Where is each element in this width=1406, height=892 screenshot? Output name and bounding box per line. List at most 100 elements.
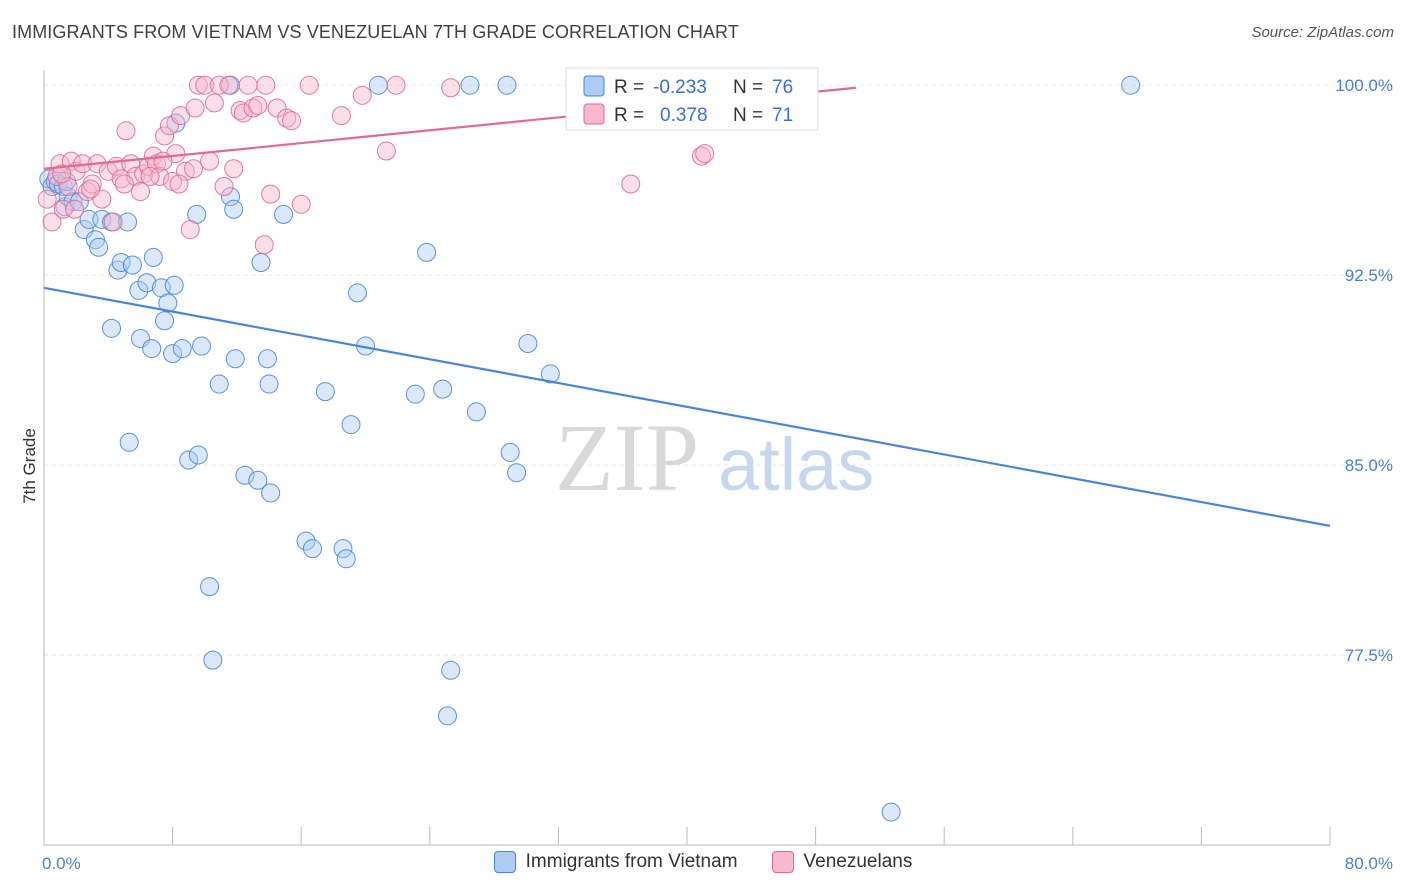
data-point[interactable] — [195, 75, 215, 95]
data-point[interactable] — [497, 75, 517, 95]
data-point[interactable] — [368, 75, 388, 95]
data-point[interactable] — [155, 126, 175, 146]
data-point[interactable] — [347, 283, 367, 303]
data-point[interactable] — [261, 483, 281, 503]
data-point[interactable] — [282, 111, 302, 131]
data-point[interactable] — [220, 187, 240, 207]
data-point[interactable] — [261, 184, 281, 204]
data-point[interactable] — [333, 539, 353, 559]
data-point[interactable] — [192, 336, 212, 356]
data-point[interactable] — [111, 252, 131, 272]
data-point[interactable] — [433, 379, 453, 399]
data-point[interactable] — [1121, 75, 1141, 95]
data-point[interactable] — [204, 93, 224, 113]
data-point[interactable] — [257, 349, 277, 369]
data-point[interactable] — [238, 75, 258, 95]
data-point[interactable] — [386, 75, 406, 95]
data-point[interactable] — [352, 85, 372, 105]
data-point[interactable] — [302, 539, 322, 559]
data-point[interactable] — [235, 465, 255, 485]
data-point[interactable] — [417, 242, 437, 262]
data-point[interactable] — [118, 212, 138, 232]
data-point[interactable] — [441, 78, 461, 98]
data-point[interactable] — [140, 166, 160, 186]
data-point[interactable] — [129, 280, 149, 300]
data-point[interactable] — [119, 432, 139, 452]
data-point[interactable] — [299, 75, 319, 95]
data-point[interactable] — [224, 159, 244, 179]
data-point[interactable] — [881, 802, 901, 822]
data-point[interactable] — [331, 106, 351, 126]
data-point[interactable] — [58, 177, 78, 197]
data-point[interactable] — [691, 146, 711, 166]
data-point[interactable] — [460, 75, 480, 95]
data-point[interactable] — [180, 220, 200, 240]
data-point[interactable] — [518, 334, 538, 354]
data-point[interactable] — [203, 650, 223, 670]
data-point[interactable] — [225, 349, 245, 369]
data-point[interactable] — [37, 189, 57, 209]
data-point[interactable] — [183, 159, 203, 179]
data-point[interactable] — [248, 470, 268, 490]
data-point[interactable] — [114, 174, 134, 194]
data-point[interactable] — [405, 384, 425, 404]
data-point[interactable] — [42, 212, 62, 232]
data-point[interactable] — [540, 364, 560, 384]
data-point[interactable] — [621, 174, 641, 194]
data-point[interactable] — [466, 402, 486, 422]
data-point[interactable] — [103, 212, 123, 232]
data-point[interactable] — [209, 75, 229, 95]
data-point[interactable] — [63, 192, 83, 212]
data-point[interactable] — [254, 235, 274, 255]
data-point[interactable] — [274, 204, 294, 224]
data-point[interactable] — [122, 255, 142, 275]
data-point[interactable] — [248, 95, 268, 115]
data-point[interactable] — [256, 75, 276, 95]
data-point[interactable] — [85, 230, 105, 250]
data-point[interactable] — [52, 164, 72, 184]
data-point[interactable] — [130, 182, 150, 202]
data-point[interactable] — [185, 98, 205, 118]
data-point[interactable] — [200, 151, 220, 171]
data-point[interactable] — [172, 339, 192, 359]
data-point[interactable] — [251, 252, 271, 272]
data-point[interactable] — [81, 179, 101, 199]
legend-item-vietnam[interactable]: Immigrants from Vietnam — [493, 851, 738, 873]
data-point[interactable] — [341, 415, 361, 435]
data-point[interactable] — [259, 374, 279, 394]
data-point[interactable] — [102, 318, 122, 338]
data-point[interactable] — [65, 199, 85, 219]
data-point[interactable] — [277, 108, 297, 128]
legend-item-venezuelans[interactable]: Venezuelans — [771, 851, 912, 873]
data-point[interactable] — [188, 75, 208, 95]
data-point[interactable] — [116, 121, 136, 141]
data-point[interactable] — [175, 161, 195, 181]
data-point[interactable] — [500, 442, 520, 462]
data-point[interactable] — [200, 577, 220, 597]
data-point[interactable] — [695, 144, 715, 164]
data-point[interactable] — [163, 344, 183, 364]
data-point[interactable] — [224, 199, 244, 219]
data-point[interactable] — [150, 166, 170, 186]
data-point[interactable] — [153, 151, 173, 171]
data-point[interactable] — [126, 166, 146, 186]
data-point[interactable] — [315, 382, 335, 402]
data-point[interactable] — [169, 174, 189, 194]
data-point[interactable] — [291, 194, 311, 214]
data-point[interactable] — [155, 311, 175, 331]
data-point[interactable] — [179, 450, 199, 470]
data-point[interactable] — [143, 247, 163, 267]
data-point[interactable] — [137, 273, 157, 293]
data-point[interactable] — [507, 463, 527, 483]
data-point[interactable] — [219, 75, 239, 95]
data-point[interactable] — [437, 706, 457, 726]
data-point[interactable] — [142, 339, 162, 359]
data-point[interactable] — [214, 177, 234, 197]
data-point[interactable] — [164, 275, 184, 295]
data-point[interactable] — [267, 98, 287, 118]
data-point[interactable] — [336, 549, 356, 569]
data-point[interactable] — [296, 531, 316, 551]
data-point[interactable] — [243, 98, 263, 118]
data-point[interactable] — [188, 445, 208, 465]
data-point[interactable] — [89, 237, 109, 257]
